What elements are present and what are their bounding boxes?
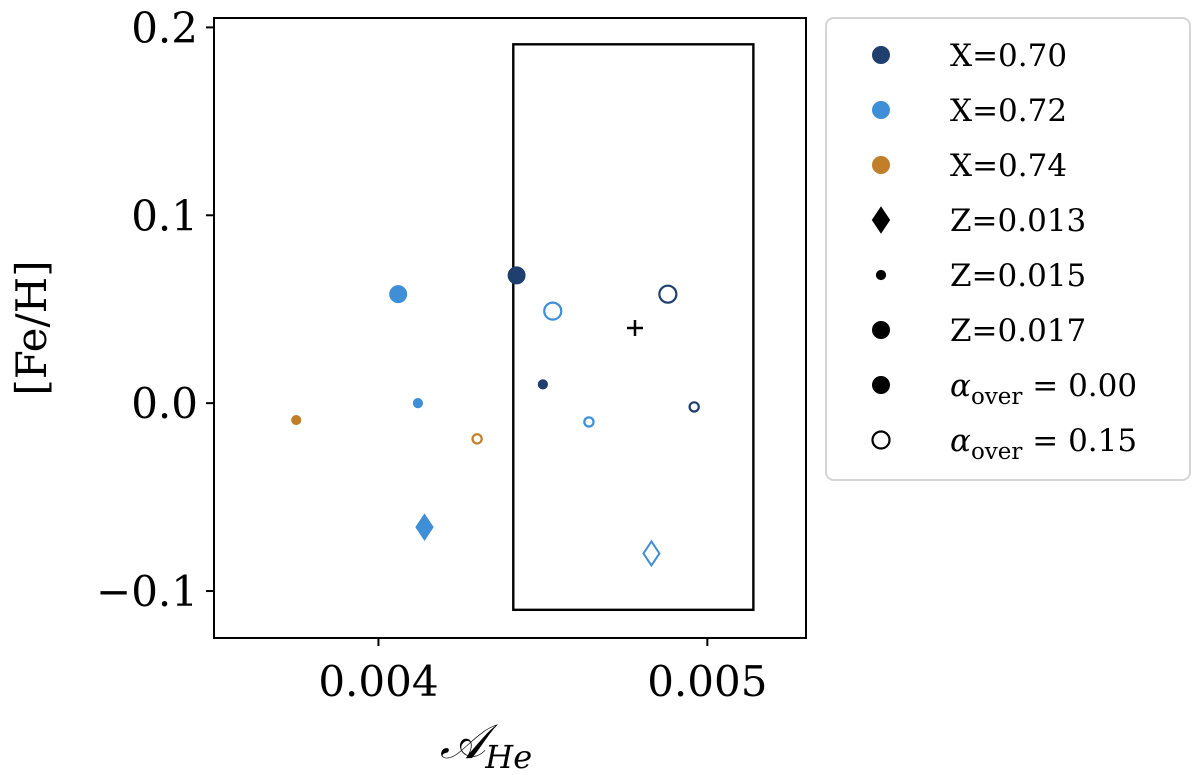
- legend-label-8: αover = 0.15: [950, 423, 1137, 465]
- legend-label-2: X=0.72: [950, 93, 1067, 129]
- legend-marker-3: [872, 156, 890, 174]
- legend-marker-8: [871, 430, 891, 450]
- y-tick-label-3: 0.0: [131, 379, 198, 428]
- data-point-1: [389, 285, 408, 304]
- x-axis-label: 𝒜He: [440, 714, 532, 775]
- y-axis-label: [Fe/H]: [7, 260, 56, 395]
- legend-marker-2: [872, 101, 890, 119]
- plot-area: [213, 17, 807, 639]
- data-marks: [291, 43, 755, 612]
- data-point-11: [415, 513, 434, 541]
- data-point-7: [471, 433, 483, 445]
- data-point-4: [658, 284, 678, 304]
- y-tick-label-2: 0.1: [131, 191, 198, 240]
- legend-label-5: Z=0.015: [950, 258, 1086, 294]
- legend-label-6: Z=0.017: [950, 313, 1086, 349]
- legend-entries: X=0.70 X=0.72 X=0.74 Z=0.013 Z=0.015 Z=0.017 α…: [871, 38, 1137, 465]
- legend-label-3: X=0.74: [950, 148, 1067, 184]
- data-point-10: [688, 401, 700, 413]
- legend-marker-6: [872, 321, 890, 339]
- reference-plus-marker: [626, 320, 643, 336]
- data-point-3: [543, 301, 563, 321]
- data-point-2: [507, 266, 526, 285]
- data-point-6: [291, 414, 302, 426]
- x-axis-ticks: 0.004 0.005: [318, 638, 767, 706]
- legend-marker-7: [872, 376, 890, 394]
- y-tick-label-1: 0.2: [131, 3, 198, 52]
- legend: X=0.70 X=0.72 X=0.74 Z=0.013 Z=0.015 Z=0.017 α…: [825, 17, 1191, 481]
- legend-frame: [825, 17, 1191, 481]
- x-tick-label-2: 0.005: [647, 657, 767, 706]
- legend-label-7: αover = 0.00: [950, 368, 1137, 410]
- data-point-9: [583, 416, 595, 428]
- legend-label-4: Z=0.013: [950, 203, 1086, 239]
- y-axis-ticks: 0.2 0.1 0.0 −0.1: [96, 3, 214, 616]
- data-point-8: [537, 379, 548, 390]
- selection-box: [512, 43, 755, 612]
- legend-label-1: X=0.70: [950, 38, 1067, 74]
- y-tick-label-4: −0.1: [96, 567, 198, 616]
- data-point-12: [642, 539, 661, 568]
- legend-marker-5: [875, 269, 887, 281]
- legend-marker-4: [871, 206, 891, 234]
- x-axis-label-sub: He: [484, 738, 532, 775]
- x-tick-label-1: 0.004: [318, 657, 438, 706]
- legend-marker-1: [872, 46, 890, 64]
- data-point-5: [412, 398, 424, 409]
